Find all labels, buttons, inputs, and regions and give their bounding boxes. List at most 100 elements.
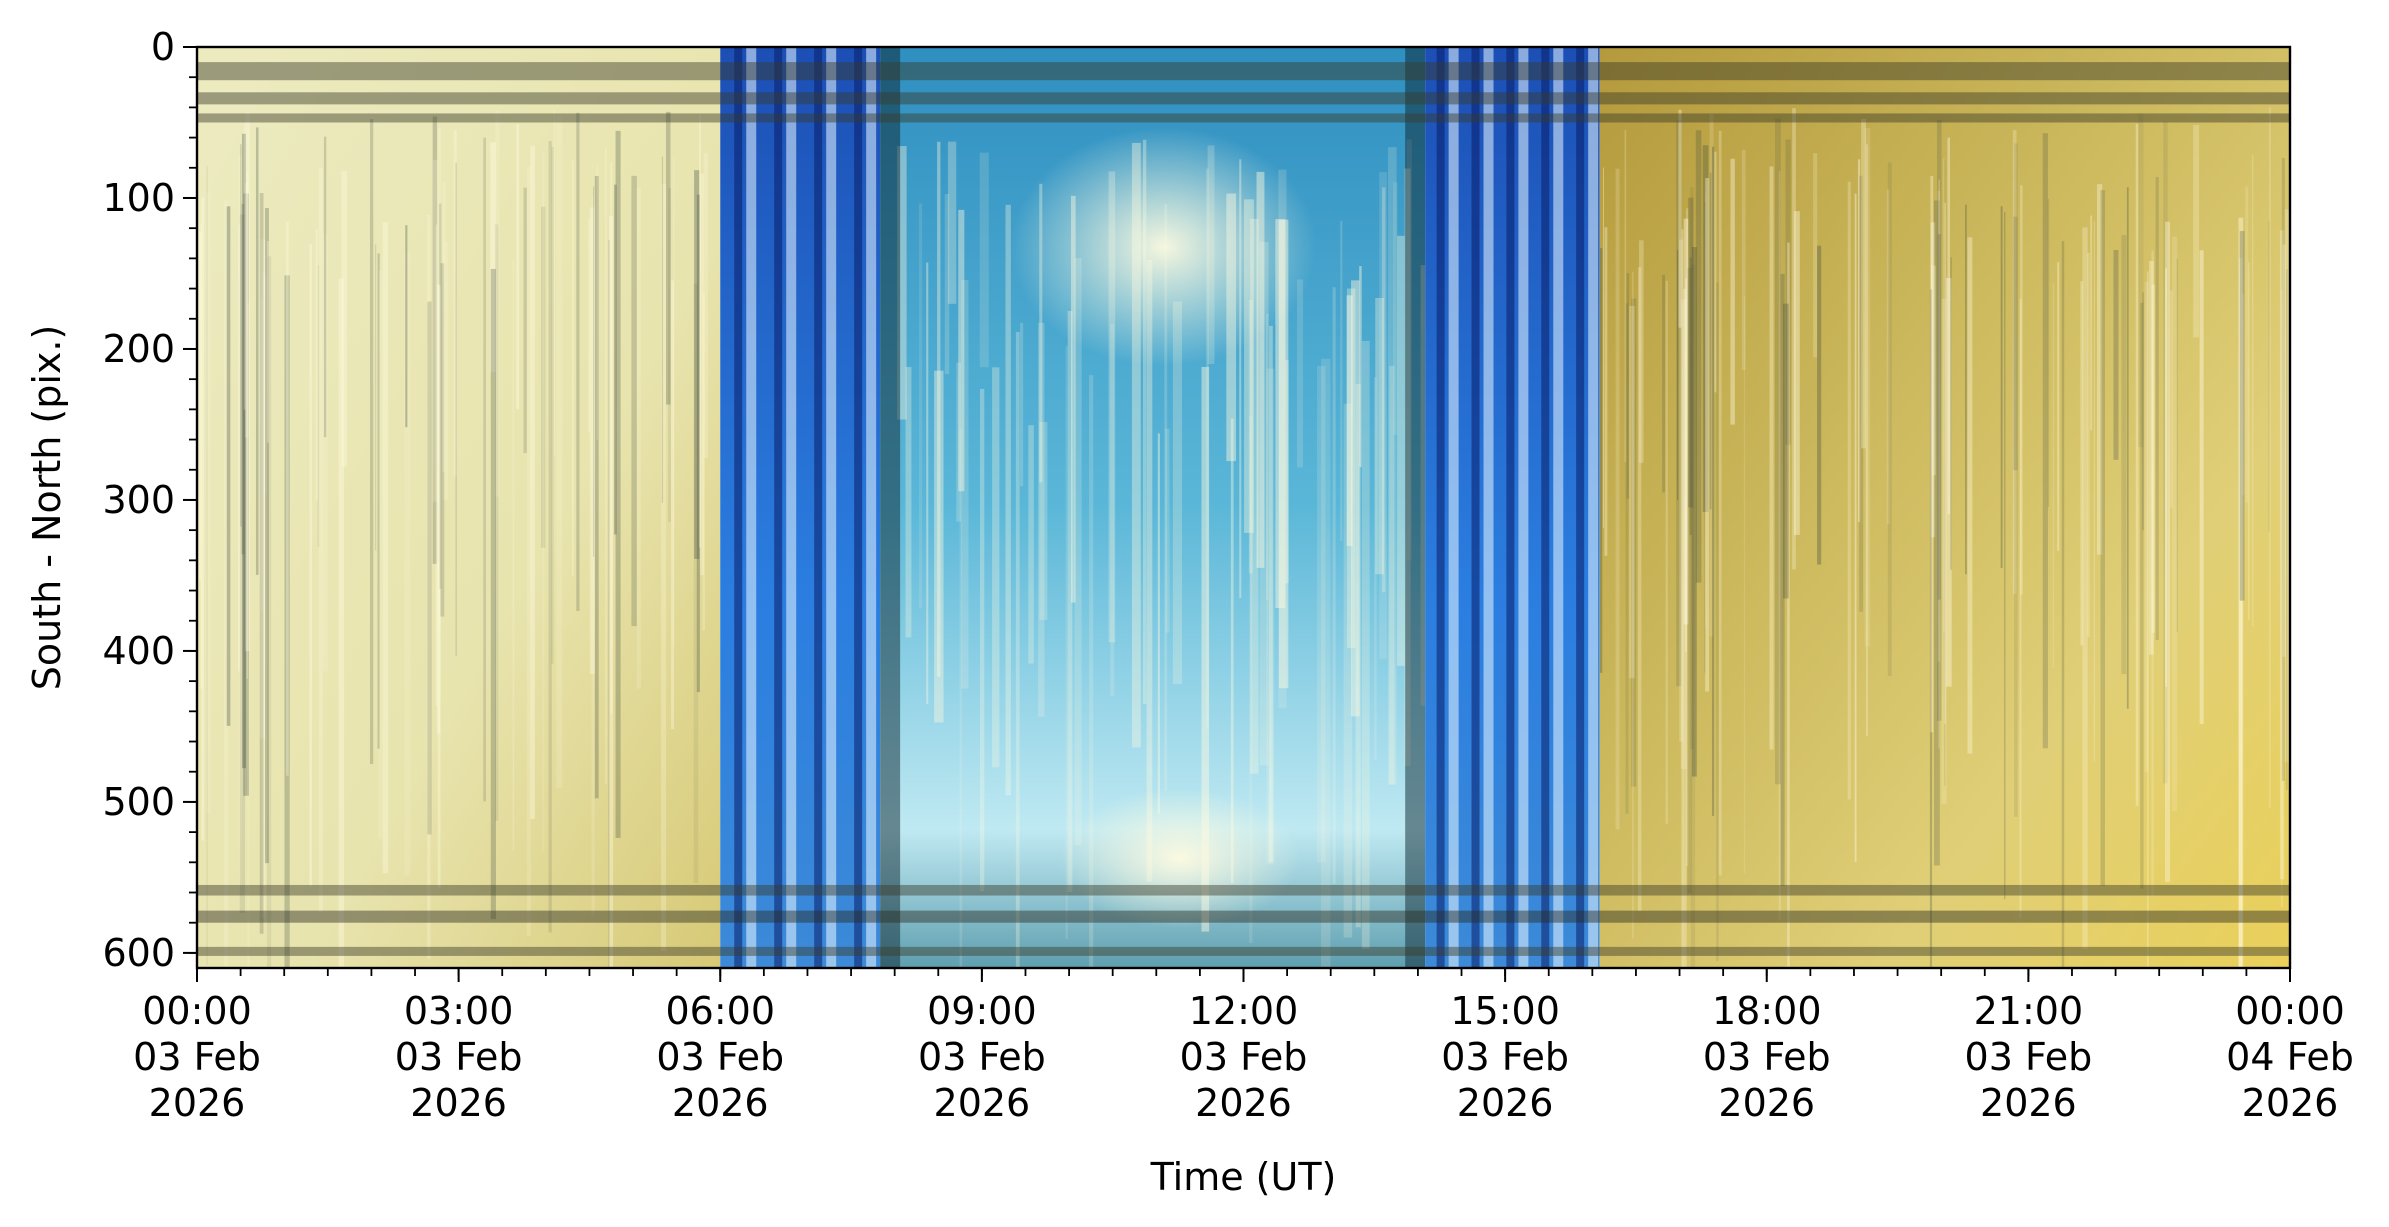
cloud-streak [979,388,985,892]
night-streak [2245,186,2249,503]
night-streak [246,172,248,679]
night-streak [2238,257,2243,968]
cloud-streak [959,428,963,968]
cloud-streak [947,141,957,304]
night-streak [1817,245,1822,565]
night-streak [338,278,345,968]
night-streak [693,283,699,884]
night-streak [588,217,591,433]
x-tick-label: 03 Feb [656,1035,784,1079]
night-streak [2247,262,2250,620]
night-streak [265,208,269,864]
twilight-bright-stripe [826,47,837,968]
cloud-streak [1266,368,1275,865]
night-streak [526,166,531,937]
night-streak [673,156,675,647]
night-streak [2282,244,2286,657]
cloud-streak [1278,169,1287,709]
night-streak [2251,154,2254,627]
night-streak [435,224,438,706]
night-streak [614,184,617,535]
night-streak [1604,227,1608,556]
night-streak [1682,288,1687,968]
cloud-streak [1131,142,1141,748]
twilight-bright-stripe [1448,47,1459,968]
x-tick-label: 03 Feb [395,1035,523,1079]
night-streak [259,193,264,934]
night-streak [665,111,671,405]
night-streak [322,233,328,672]
night-streak [483,137,487,802]
cloud-streak [1028,425,1034,664]
cloud-streak [1381,187,1386,593]
night-streak [512,258,515,851]
night-streak [2151,284,2155,634]
night-streak [2012,130,2017,595]
night-streak [608,239,610,968]
cloud-streak [1239,159,1242,599]
night-streak [239,214,246,913]
cloud-streak [1250,218,1259,774]
night-streak [495,110,500,497]
night-streak [696,194,700,693]
cloud-streak [1359,265,1362,468]
cloud-streak [1110,323,1115,697]
night-streak [247,302,250,968]
cloud-streak [1278,219,1289,689]
night-streak [1704,201,1706,673]
night-streak [2097,184,2103,555]
night-streak [490,268,496,920]
night-streak [1947,137,1951,515]
night-streak [1709,172,1712,510]
cloud-streak [1275,219,1286,609]
twilight-bright-stripe [1518,47,1529,968]
twilight-dark-stripe [734,47,743,968]
night-streak [309,244,312,887]
night-streak [1937,190,1941,662]
night-streak [1680,299,1687,770]
heatmap-image [197,47,2290,968]
night-streak [318,168,323,913]
night-streak [405,225,408,428]
night-streak [1741,149,1746,370]
cloud-streak [926,262,929,704]
x-tick-label: 03 Feb [1180,1035,1308,1079]
night-streak [1676,250,1679,501]
twilight-bright-stripe [746,47,757,968]
night-streak [1857,159,1861,523]
night-streak [1864,127,1871,647]
night-streak [2241,293,2245,496]
night-streak [661,156,664,503]
night-streak [2013,216,2018,471]
night-streak [259,239,266,739]
twilight-bright-stripe [1553,47,1564,968]
night-streak [530,145,535,820]
x-tick-label: 00:00 [2235,989,2345,1033]
night-streak [2281,290,2283,907]
cloud-streak [1005,204,1011,796]
night-streak [378,269,383,839]
night-streak [1813,153,1818,358]
night-streak [426,214,431,959]
night-streak [2165,221,2171,882]
cloud-streak [1142,139,1147,704]
cloud-streak [1067,310,1073,893]
cloud-streak [1038,322,1045,717]
horizontal-band [197,884,2290,896]
x-tick-label: 2026 [1195,1081,1292,1125]
night-streak [266,240,269,443]
night-streak [1886,189,1890,525]
night-streak [1678,109,1682,328]
night-streak [1782,303,1789,599]
night-streak [1626,273,1630,499]
night-streak [1950,257,1952,570]
night-streak [694,170,700,559]
x-tick-label: 18:00 [1712,989,1822,1033]
night-streak [2165,268,2168,687]
night-streak [323,136,327,438]
night-streak [2149,260,2154,655]
cloud-streak [905,367,912,638]
night-streak [1716,282,1719,961]
night-streak [1793,211,1800,535]
night-streak [245,112,250,652]
